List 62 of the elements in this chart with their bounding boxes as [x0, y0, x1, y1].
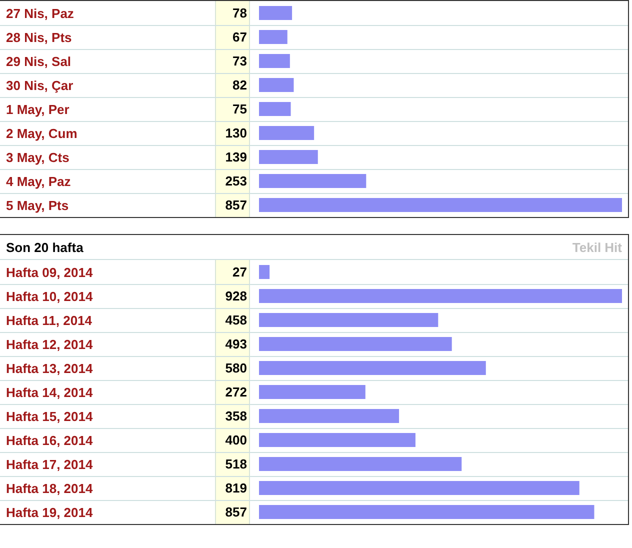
bar: [259, 150, 318, 164]
y-tick-label: Hafta 12, 2014: [6, 337, 94, 352]
y-tick-label: Hafta 15, 2014: [6, 409, 94, 424]
y-tick-label: 28 Nis, Pts: [6, 30, 72, 45]
bar: [259, 126, 314, 140]
bar: [259, 174, 366, 188]
bar: [259, 337, 452, 351]
data-label: 493: [225, 336, 247, 352]
bar: [259, 102, 291, 116]
y-tick-label: Hafta 17, 2014: [6, 457, 94, 472]
bar: [259, 78, 294, 92]
data-label: 27: [232, 264, 247, 280]
data-label: 518: [225, 456, 247, 472]
y-tick-label: Hafta 19, 2014: [6, 505, 94, 520]
data-label: 358: [225, 408, 247, 424]
data-label: 78: [232, 6, 247, 21]
bar: [259, 54, 290, 68]
bar: [259, 6, 292, 20]
bar: [259, 385, 366, 399]
y-tick-label: Hafta 11, 2014: [6, 313, 93, 328]
bar: [259, 265, 270, 279]
bar: [259, 289, 622, 303]
bar: [259, 505, 594, 519]
y-tick-label: Hafta 10, 2014: [6, 289, 94, 304]
data-label: 857: [225, 198, 247, 213]
y-tick-label: Hafta 13, 2014: [6, 361, 94, 376]
data-label: 139: [225, 150, 247, 165]
data-label: 75: [232, 102, 247, 117]
text: Son 20 hafta: [6, 240, 84, 254]
bar: [259, 481, 580, 495]
data-label: 272: [225, 384, 247, 400]
y-tick-label: 2 May, Cum: [6, 126, 78, 141]
y-tick-label: Hafta 14, 2014: [6, 385, 94, 400]
data-label: 130: [225, 126, 247, 141]
bar: [259, 409, 400, 423]
data-label: 400: [225, 432, 247, 448]
data-label: 82: [232, 78, 247, 93]
bar: [259, 361, 486, 375]
y-tick-label: 30 Nis, Çar: [6, 78, 74, 93]
data-label: 857: [225, 504, 247, 520]
data-label: 928: [225, 288, 247, 304]
bar: [259, 313, 438, 327]
text: Tekil Hit: [572, 240, 622, 254]
bar: [259, 457, 462, 471]
y-tick-label: 5 May, Pts: [6, 198, 69, 213]
y-tick-label: 27 Nis, Paz: [6, 6, 74, 21]
bar: [259, 433, 416, 447]
data-label: 819: [225, 480, 247, 496]
data-label: 458: [225, 312, 247, 328]
y-tick-label: Hafta 16, 2014: [6, 433, 94, 448]
y-tick-label: 29 Nis, Sal: [6, 54, 72, 69]
y-tick-label: 3 May, Cts: [6, 150, 70, 165]
data-label: 253: [225, 174, 247, 189]
data-label: 580: [225, 360, 247, 376]
bar: [259, 30, 288, 44]
y-tick-label: 1 May, Per: [6, 102, 70, 117]
y-tick-label: Hafta 18, 2014: [6, 481, 94, 496]
data-label: 67: [232, 30, 247, 45]
y-tick-label: 4 May, Paz: [6, 174, 72, 189]
bar: [259, 198, 622, 212]
data-label: 73: [232, 54, 247, 69]
y-tick-label: Hafta 09, 2014: [6, 265, 94, 280]
